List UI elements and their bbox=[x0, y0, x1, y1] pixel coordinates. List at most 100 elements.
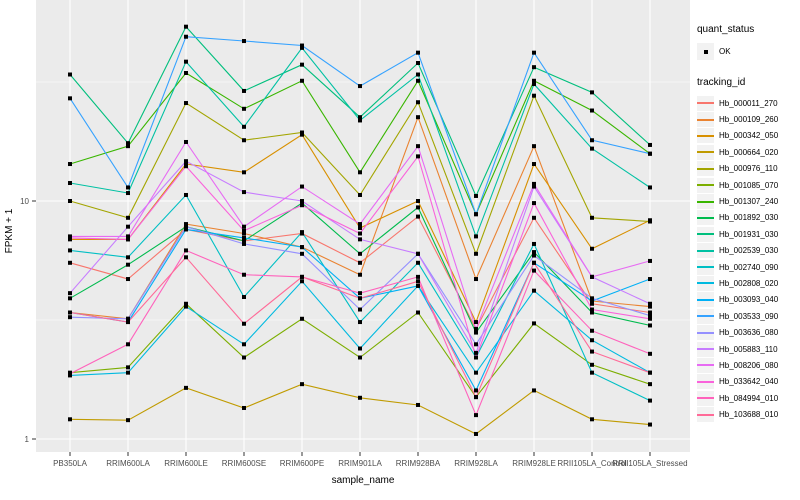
data-point bbox=[126, 144, 130, 149]
data-point bbox=[126, 185, 130, 190]
data-point bbox=[300, 62, 304, 67]
data-point bbox=[648, 313, 652, 318]
data-point bbox=[126, 320, 130, 325]
data-point bbox=[184, 24, 188, 29]
data-point bbox=[358, 231, 362, 236]
data-point bbox=[648, 219, 652, 224]
data-point bbox=[648, 351, 652, 356]
data-point bbox=[532, 250, 536, 255]
data-point bbox=[242, 88, 246, 93]
data-point bbox=[242, 228, 246, 233]
legend-key-box bbox=[697, 226, 714, 242]
data-point bbox=[126, 191, 130, 196]
legend-item-Hb_000109_260: Hb_000109_260 bbox=[697, 111, 800, 128]
legend-item-ok: OK bbox=[697, 42, 800, 61]
legend-item-label: Hb_000664_020 bbox=[719, 147, 779, 157]
legend: quant_status OK tracking_id Hb_000011_27… bbox=[697, 24, 800, 423]
data-point bbox=[416, 199, 420, 203]
data-point bbox=[416, 78, 420, 83]
data-point bbox=[242, 224, 246, 229]
data-point bbox=[416, 402, 420, 407]
legend-line-swatch bbox=[697, 282, 714, 285]
data-point bbox=[242, 106, 246, 111]
data-point bbox=[474, 234, 478, 239]
data-point bbox=[532, 181, 536, 186]
data-point bbox=[184, 255, 188, 260]
data-point bbox=[242, 355, 246, 360]
data-point bbox=[184, 139, 188, 144]
data-point bbox=[358, 296, 362, 301]
legend-item-label: Hb_033642_040 bbox=[719, 377, 779, 387]
data-point bbox=[474, 251, 478, 256]
data-point bbox=[184, 34, 188, 39]
legend-line-swatch bbox=[697, 151, 714, 154]
legend-item-label: Hb_002539_030 bbox=[719, 246, 779, 256]
data-point bbox=[184, 162, 188, 167]
legend-item-Hb_001307_240: Hb_001307_240 bbox=[697, 193, 800, 210]
data-point bbox=[532, 388, 536, 393]
data-point bbox=[358, 115, 362, 120]
data-point bbox=[532, 184, 536, 189]
legend-key-box bbox=[697, 357, 714, 373]
data-point bbox=[68, 291, 72, 296]
data-point bbox=[300, 132, 304, 137]
data-point bbox=[532, 253, 536, 258]
data-point bbox=[126, 237, 130, 242]
legend-item-label: OK bbox=[719, 47, 731, 56]
data-point bbox=[184, 301, 188, 306]
legend-key-box bbox=[697, 177, 714, 193]
data-point bbox=[416, 214, 420, 219]
data-point bbox=[474, 326, 478, 331]
data-point bbox=[590, 310, 594, 315]
legend-key-box bbox=[697, 259, 714, 275]
legend-key-box bbox=[697, 292, 714, 308]
data-point bbox=[532, 50, 536, 55]
data-point bbox=[358, 320, 362, 325]
data-point bbox=[358, 272, 362, 277]
legend-item-label: Hb_002740_090 bbox=[719, 262, 779, 272]
data-point bbox=[474, 370, 478, 375]
data-point bbox=[126, 418, 130, 423]
data-point bbox=[416, 310, 420, 315]
data-point bbox=[648, 151, 652, 156]
data-point bbox=[590, 307, 594, 312]
x-tick-label: RRIM600LA bbox=[106, 459, 150, 468]
data-point bbox=[126, 255, 130, 260]
data-point bbox=[416, 274, 420, 279]
legend-item-label: Hb_003636_080 bbox=[719, 328, 779, 338]
legend-key-box bbox=[697, 144, 714, 160]
data-point bbox=[126, 234, 130, 239]
legend-key-box bbox=[697, 407, 714, 423]
data-point bbox=[126, 316, 130, 321]
legend-line-swatch bbox=[697, 167, 714, 170]
data-point bbox=[590, 338, 594, 343]
data-point bbox=[358, 237, 362, 242]
legend-item-Hb_003533_090: Hb_003533_090 bbox=[697, 308, 800, 324]
legend-key-box bbox=[697, 194, 714, 210]
legend-key-box bbox=[697, 43, 714, 60]
data-point bbox=[590, 215, 594, 220]
data-point bbox=[242, 321, 246, 326]
legend-item-label: Hb_001892_030 bbox=[719, 213, 779, 223]
legend-item-Hb_002539_030: Hb_002539_030 bbox=[697, 243, 800, 259]
data-point bbox=[358, 251, 362, 256]
data-point bbox=[532, 162, 536, 167]
data-point bbox=[184, 304, 188, 309]
data-point bbox=[358, 226, 362, 231]
legend-item-Hb_033642_040: Hb_033642_040 bbox=[697, 374, 800, 390]
data-point bbox=[590, 296, 594, 301]
data-point bbox=[532, 78, 536, 83]
data-point bbox=[300, 43, 304, 48]
data-point bbox=[416, 72, 420, 77]
data-point bbox=[532, 268, 536, 273]
data-point bbox=[590, 274, 594, 279]
data-point bbox=[590, 246, 594, 251]
data-point bbox=[648, 258, 652, 263]
legend-key-box bbox=[697, 374, 714, 390]
legend-key-box bbox=[697, 112, 714, 128]
data-point bbox=[532, 288, 536, 293]
data-point bbox=[474, 330, 478, 335]
data-point bbox=[184, 101, 188, 106]
data-point bbox=[68, 315, 72, 320]
legend-key-box bbox=[697, 161, 714, 177]
